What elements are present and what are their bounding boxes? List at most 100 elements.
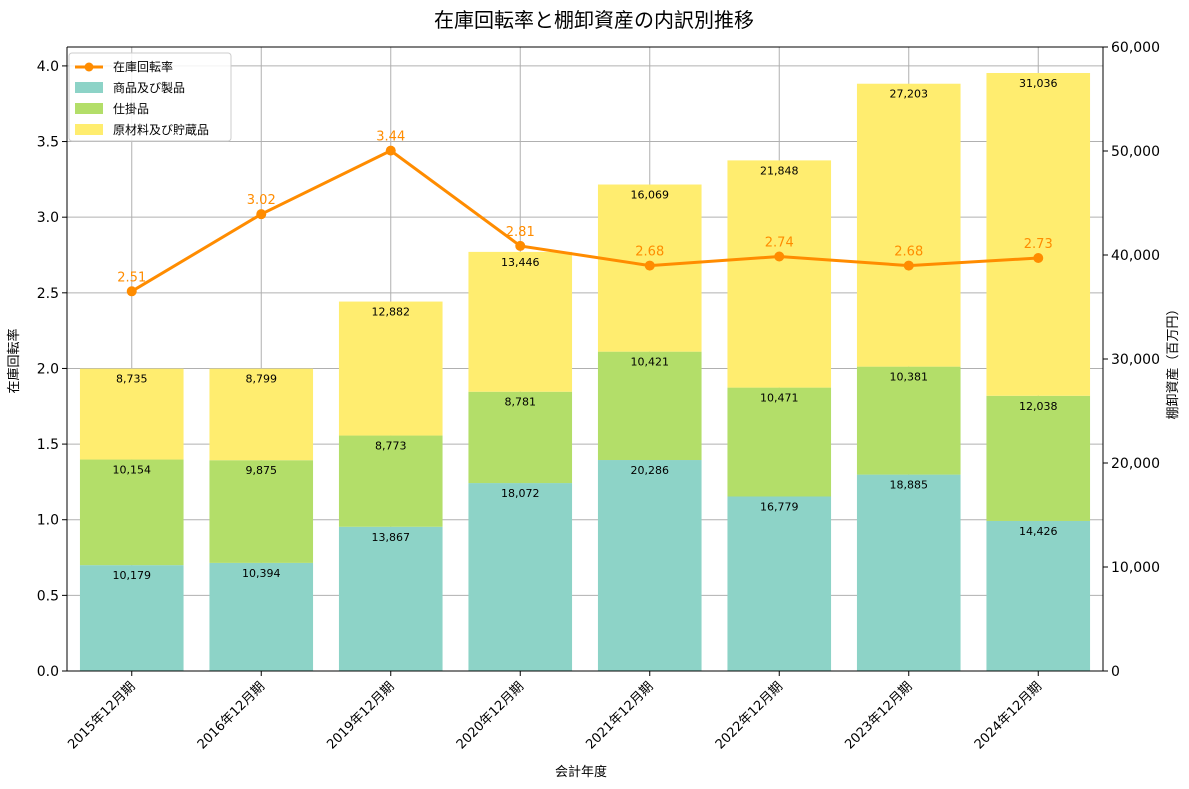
bar-value-label: 8,799 xyxy=(246,373,278,386)
turnover-rate-label: 2.68 xyxy=(635,245,664,260)
legend-bar-swatch xyxy=(75,103,103,114)
bar-segment xyxy=(468,483,573,671)
bar-value-label: 10,471 xyxy=(760,392,799,405)
legend-label: 仕掛品 xyxy=(113,101,149,116)
x-tick-label: 2021年12月期 xyxy=(583,679,656,752)
turnover-rate-point xyxy=(1033,253,1044,264)
bar-segment xyxy=(727,496,832,671)
y-right-tick-label: 30,000 xyxy=(1111,352,1160,368)
bar-value-label: 10,381 xyxy=(890,371,929,384)
x-axis-label: 会計年度 xyxy=(555,764,607,780)
legend-frame xyxy=(68,52,232,142)
bar-segment xyxy=(209,562,314,671)
y-right-tick-label: 10,000 xyxy=(1111,560,1160,576)
x-tick-label: 2019年12月期 xyxy=(324,679,397,752)
bar-value-label: 31,036 xyxy=(1019,77,1058,90)
turnover-rate-point xyxy=(256,209,267,220)
bar-value-label: 8,773 xyxy=(375,440,407,453)
bar-segment xyxy=(79,459,184,566)
bar-value-label: 10,179 xyxy=(113,569,152,582)
turnover-rate-point xyxy=(515,240,526,251)
y-right-tick-label: 50,000 xyxy=(1111,144,1160,160)
y-left-tick-label: 0.5 xyxy=(37,588,59,604)
bar-value-label: 13,446 xyxy=(501,256,540,269)
legend-label: 在庫回転率 xyxy=(113,59,173,74)
bar-value-label: 14,426 xyxy=(1019,525,1058,538)
x-tick-label: 2015年12月期 xyxy=(65,679,138,752)
turnover-rate-point xyxy=(903,260,914,271)
bar-segment xyxy=(597,460,702,671)
turnover-rate-label: 2.74 xyxy=(765,236,794,251)
turnover-rate-label: 2.68 xyxy=(894,245,923,260)
turnover-rate-label: 3.02 xyxy=(247,193,276,208)
legend-bar-swatch xyxy=(75,124,103,135)
y-left-tick-label: 3.0 xyxy=(37,210,59,226)
bar-value-label: 12,882 xyxy=(372,306,411,319)
y-left-tick-label: 1.0 xyxy=(37,513,59,529)
bar-value-label: 21,848 xyxy=(760,164,799,177)
turnover-rate-label: 2.51 xyxy=(117,270,146,285)
bar-value-label: 8,735 xyxy=(116,373,148,386)
bar-segment xyxy=(986,395,1091,521)
y-left-tick-label: 1.5 xyxy=(37,437,59,453)
bar-value-label: 16,779 xyxy=(760,500,799,513)
y-right-tick-label: 20,000 xyxy=(1111,456,1160,472)
turnover-rate-point xyxy=(644,260,655,271)
bar-value-label: 18,885 xyxy=(890,479,929,492)
bars-layer xyxy=(79,73,1091,671)
bar-value-label: 27,203 xyxy=(890,88,929,101)
bar-segment xyxy=(468,391,573,484)
bar-segment xyxy=(856,366,961,475)
turnover-rate-line xyxy=(130,148,1039,293)
line-layer: 2.51 3.02 3.44 2.81 2.68 2.74 2.68 2.73 xyxy=(117,130,1053,297)
turnover-rate-label: 2.81 xyxy=(506,225,535,240)
bar-segment xyxy=(986,73,1091,396)
bar-value-label: 10,154 xyxy=(113,464,152,477)
chart-title: 在庫回転率と棚卸資産の内訳別推移 xyxy=(434,8,754,32)
bar-segment xyxy=(597,351,702,461)
bar-segment xyxy=(338,435,443,527)
bar-value-label: 16,069 xyxy=(631,189,670,202)
legend-bar-swatch xyxy=(75,82,103,93)
y-right-tick-label: 0 xyxy=(1111,664,1120,680)
legend-label: 原材料及び貯蔵品 xyxy=(113,123,209,137)
x-tick-label: 2022年12月期 xyxy=(713,679,786,752)
bar-value-label: 8,781 xyxy=(505,396,537,409)
y-axis-left-label: 在庫回転率 xyxy=(6,328,22,393)
turnover-rate-point xyxy=(385,145,396,156)
bar-segment xyxy=(986,520,1091,671)
bar-value-label: 12,038 xyxy=(1019,400,1058,413)
bar-segment xyxy=(856,474,961,671)
y-axis-right-label: 棚卸資産（百万円） xyxy=(1165,302,1181,419)
turnover-rate-label: 3.44 xyxy=(376,130,405,145)
y-right-tick-label: 60,000 xyxy=(1111,40,1160,56)
bar-segment xyxy=(79,565,184,671)
y-left-tick-label: 3.5 xyxy=(37,135,59,151)
bar-segment xyxy=(338,301,443,436)
y-left-tick-label: 2.5 xyxy=(37,286,59,302)
bar-labels-layer: 10,179 10,154 8,735 10,394 9,875 8,799 13,867 8… xyxy=(113,77,1058,582)
x-tick-label: 2024年12月期 xyxy=(972,679,1045,752)
bar-segment xyxy=(79,368,184,460)
bar-value-label: 10,421 xyxy=(631,356,670,369)
x-tick-label: 2023年12月期 xyxy=(842,679,915,752)
x-tick-label: 2016年12月期 xyxy=(195,679,268,752)
y-left-tick-label: 2.0 xyxy=(37,361,59,377)
bar-segment xyxy=(338,526,443,671)
y-left-tick-label: 4.0 xyxy=(37,59,59,75)
bar-value-label: 13,867 xyxy=(372,531,411,544)
bar-segment xyxy=(209,460,314,563)
bar-value-label: 18,072 xyxy=(501,487,540,500)
bar-segment xyxy=(727,160,832,388)
legend-label: 商品及び製品 xyxy=(113,80,185,95)
bar-segment xyxy=(856,83,961,367)
bar-value-label: 20,286 xyxy=(631,464,670,477)
turnover-rate-point xyxy=(126,286,137,297)
turnover-rate-point xyxy=(774,251,785,262)
legend-point-swatch xyxy=(84,62,94,72)
bar-segment xyxy=(727,387,832,497)
bar-value-label: 9,875 xyxy=(246,464,278,477)
y-left-tick-label: 0.0 xyxy=(37,664,59,680)
